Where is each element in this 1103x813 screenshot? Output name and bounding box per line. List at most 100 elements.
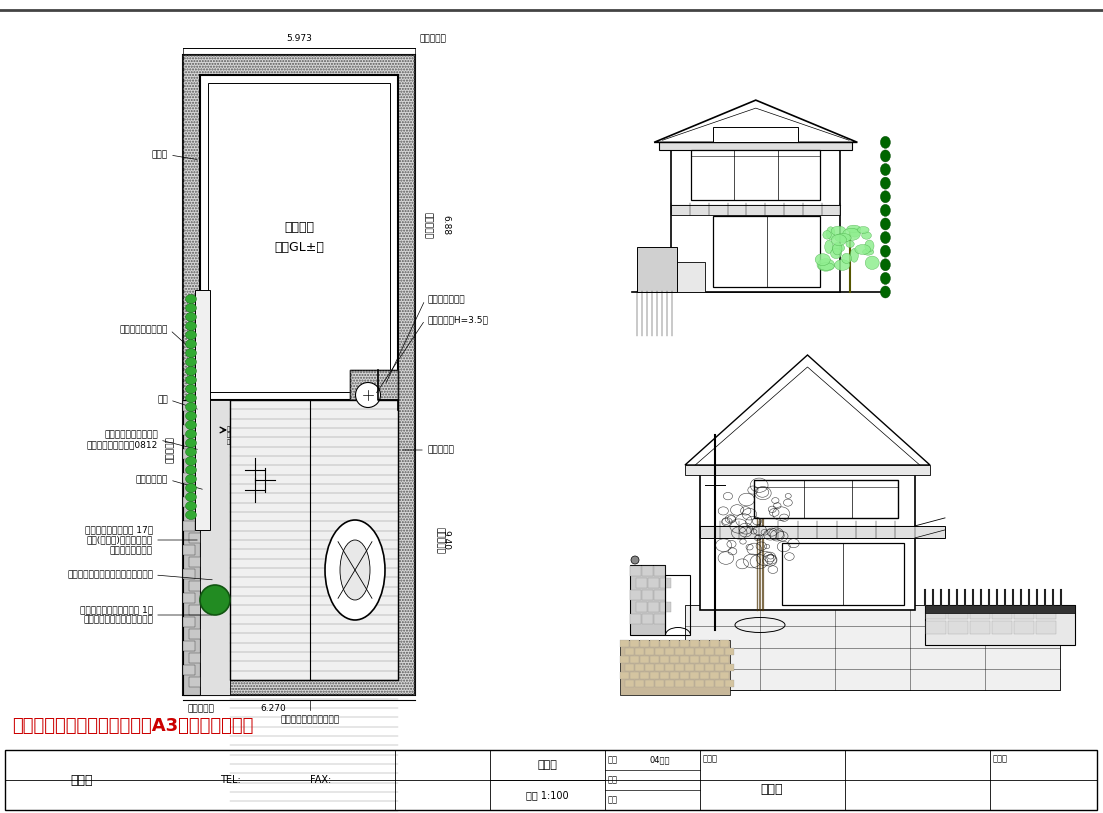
Bar bbox=[685, 605, 1060, 690]
Bar bbox=[647, 578, 658, 588]
Bar bbox=[195, 290, 210, 530]
Bar bbox=[183, 497, 195, 507]
Bar bbox=[695, 680, 704, 687]
Ellipse shape bbox=[847, 225, 860, 233]
Bar bbox=[640, 672, 649, 679]
Text: 円形花壇：ランブリック 1段
シンボルツリー：ヤマボウシ: 円形花壇：ランブリック 1段 シンボルツリー：ヤマボウシ bbox=[79, 606, 153, 624]
Ellipse shape bbox=[863, 249, 874, 255]
Ellipse shape bbox=[355, 382, 381, 407]
Ellipse shape bbox=[185, 393, 196, 402]
Text: 5.973: 5.973 bbox=[286, 34, 312, 43]
Ellipse shape bbox=[880, 177, 890, 189]
Text: 縮尺 1:100: 縮尺 1:100 bbox=[526, 790, 568, 800]
Bar bbox=[625, 648, 634, 655]
Ellipse shape bbox=[185, 402, 196, 411]
Bar bbox=[720, 640, 729, 647]
Bar bbox=[625, 664, 634, 671]
Bar bbox=[725, 664, 733, 671]
Bar bbox=[700, 526, 945, 538]
Ellipse shape bbox=[880, 191, 890, 202]
Bar bbox=[630, 656, 639, 663]
Bar bbox=[685, 680, 694, 687]
Bar bbox=[183, 55, 415, 695]
Text: スポットライト: スポットライト bbox=[427, 295, 464, 305]
Bar bbox=[655, 648, 664, 655]
Bar bbox=[654, 566, 665, 576]
Bar bbox=[927, 606, 946, 619]
Bar bbox=[660, 578, 671, 588]
Text: 修正: 修正 bbox=[608, 795, 618, 805]
Bar bbox=[650, 640, 658, 647]
Bar bbox=[685, 664, 694, 671]
Text: 道路境界線: 道路境界線 bbox=[188, 704, 215, 713]
Bar bbox=[189, 629, 201, 639]
Bar bbox=[927, 621, 946, 634]
Bar bbox=[700, 672, 709, 679]
Text: 門柱：ランブリック 17段
表札(ガラス)＋口金ポスト
インターホン取付: 門柱：ランブリック 17段 表札(ガラス)＋口金ポスト インターホン取付 bbox=[85, 525, 153, 555]
Text: 工事名: 工事名 bbox=[703, 754, 718, 763]
Ellipse shape bbox=[846, 241, 854, 247]
Bar bbox=[189, 581, 201, 591]
Bar bbox=[620, 640, 730, 695]
Bar bbox=[925, 605, 1075, 613]
Bar bbox=[645, 680, 654, 687]
Bar bbox=[650, 656, 658, 663]
Text: 9.40: 9.40 bbox=[441, 530, 450, 550]
Ellipse shape bbox=[185, 340, 196, 349]
Bar bbox=[208, 83, 390, 392]
Ellipse shape bbox=[843, 228, 860, 241]
Bar bbox=[1014, 606, 1034, 619]
Ellipse shape bbox=[833, 242, 842, 255]
Bar bbox=[685, 648, 694, 655]
Bar bbox=[690, 640, 699, 647]
Ellipse shape bbox=[865, 256, 879, 269]
Bar bbox=[681, 656, 689, 663]
Bar bbox=[189, 557, 201, 567]
Bar bbox=[660, 672, 670, 679]
Bar bbox=[715, 648, 724, 655]
Bar bbox=[635, 648, 644, 655]
Ellipse shape bbox=[825, 240, 833, 254]
Bar bbox=[200, 75, 398, 400]
Ellipse shape bbox=[880, 232, 890, 244]
Ellipse shape bbox=[832, 234, 846, 246]
Text: 修正: 修正 bbox=[608, 776, 618, 785]
Bar bbox=[642, 614, 653, 624]
Text: 敷刑歌: 敷刑歌 bbox=[152, 150, 168, 159]
Polygon shape bbox=[654, 100, 857, 142]
Bar bbox=[970, 621, 990, 634]
Bar bbox=[660, 656, 670, 663]
Bar bbox=[992, 621, 1011, 634]
Bar bbox=[720, 656, 729, 663]
Text: TEL:: TEL: bbox=[219, 775, 240, 785]
Ellipse shape bbox=[835, 259, 850, 271]
Bar bbox=[183, 569, 195, 579]
Bar bbox=[630, 614, 641, 624]
Ellipse shape bbox=[185, 438, 196, 447]
Ellipse shape bbox=[185, 294, 196, 303]
Text: 隙地境界線: 隙地境界線 bbox=[419, 34, 446, 43]
Ellipse shape bbox=[880, 204, 890, 216]
Bar bbox=[690, 672, 699, 679]
Ellipse shape bbox=[880, 286, 890, 298]
Bar bbox=[665, 648, 674, 655]
Bar bbox=[700, 656, 709, 663]
Bar bbox=[350, 370, 398, 400]
Text: ゲ
ー
ト: ゲ ー ト bbox=[226, 426, 229, 445]
Bar bbox=[630, 590, 641, 600]
Bar bbox=[625, 680, 634, 687]
Bar bbox=[692, 150, 821, 200]
Bar bbox=[700, 465, 915, 610]
Bar bbox=[681, 672, 689, 679]
Bar bbox=[183, 545, 195, 555]
Bar bbox=[675, 648, 684, 655]
Text: 土留：緑石: 土留：緑石 bbox=[427, 446, 453, 454]
Ellipse shape bbox=[185, 502, 196, 511]
Ellipse shape bbox=[815, 254, 831, 266]
Bar bbox=[183, 665, 195, 675]
Bar bbox=[675, 680, 684, 687]
Ellipse shape bbox=[880, 272, 890, 285]
Bar bbox=[695, 648, 704, 655]
Bar bbox=[671, 142, 840, 292]
Bar bbox=[189, 509, 201, 519]
